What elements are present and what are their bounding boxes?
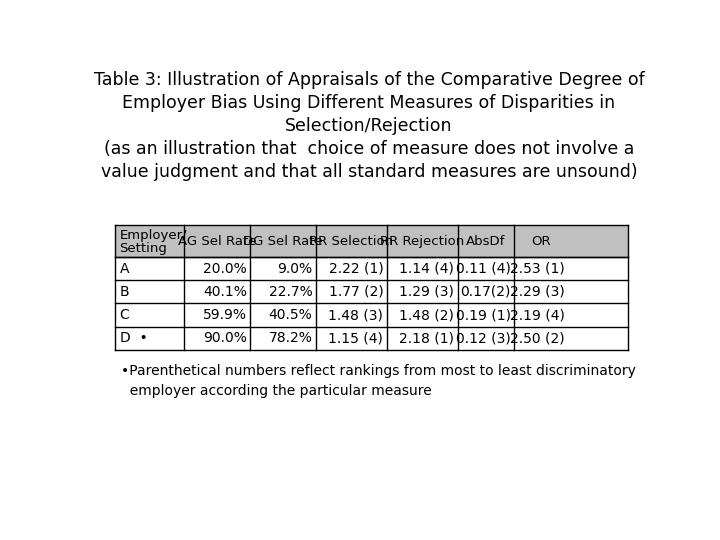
Text: 20.0%: 20.0% xyxy=(203,262,247,276)
Text: 78.2%: 78.2% xyxy=(269,331,312,345)
Text: 90.0%: 90.0% xyxy=(203,331,247,345)
Text: Employer/: Employer/ xyxy=(120,229,187,242)
Bar xyxy=(115,327,629,349)
Text: 40.1%: 40.1% xyxy=(203,285,247,299)
Text: 2.29 (3): 2.29 (3) xyxy=(510,285,564,299)
Text: 59.9%: 59.9% xyxy=(203,308,247,322)
Text: OR: OR xyxy=(531,234,551,248)
Text: RR Rejection: RR Rejection xyxy=(380,234,464,248)
Text: 0.11 (4): 0.11 (4) xyxy=(456,262,510,276)
Text: RR Selection: RR Selection xyxy=(309,234,393,248)
Bar xyxy=(115,225,629,258)
Text: 1.48 (3): 1.48 (3) xyxy=(328,308,383,322)
Bar xyxy=(115,280,629,303)
Text: B: B xyxy=(120,285,129,299)
Bar xyxy=(115,258,629,280)
Text: DG Sel Rate: DG Sel Rate xyxy=(243,234,323,248)
Text: •Parenthetical numbers reflect rankings from most to least discriminatory
  empl: •Parenthetical numbers reflect rankings … xyxy=(121,364,636,397)
Text: D  •: D • xyxy=(120,331,148,345)
Text: 2.18 (1): 2.18 (1) xyxy=(399,331,454,345)
Text: 2.53 (1): 2.53 (1) xyxy=(510,262,564,276)
Text: 2.50 (2): 2.50 (2) xyxy=(510,331,564,345)
Text: 2.19 (4): 2.19 (4) xyxy=(510,308,564,322)
Text: 0.12 (3): 0.12 (3) xyxy=(456,331,510,345)
Text: 1.77 (2): 1.77 (2) xyxy=(328,285,383,299)
Text: 40.5%: 40.5% xyxy=(269,308,312,322)
Text: 22.7%: 22.7% xyxy=(269,285,312,299)
Text: 1.48 (2): 1.48 (2) xyxy=(400,308,454,322)
Text: Setting: Setting xyxy=(120,242,168,255)
Text: 0.17(2): 0.17(2) xyxy=(460,285,510,299)
Text: 2.22 (1): 2.22 (1) xyxy=(328,262,383,276)
Text: A: A xyxy=(120,262,129,276)
Bar xyxy=(115,303,629,327)
Text: Table 3: Illustration of Appraisals of the Comparative Degree of
Employer Bias U: Table 3: Illustration of Appraisals of t… xyxy=(94,71,644,181)
Text: 0.19 (1): 0.19 (1) xyxy=(456,308,510,322)
Text: AbsDf: AbsDf xyxy=(466,234,505,248)
Text: 1.14 (4): 1.14 (4) xyxy=(400,262,454,276)
Text: 1.15 (4): 1.15 (4) xyxy=(328,331,383,345)
Text: 9.0%: 9.0% xyxy=(277,262,312,276)
Text: 1.29 (3): 1.29 (3) xyxy=(400,285,454,299)
Text: C: C xyxy=(120,308,130,322)
Text: AG Sel Rate: AG Sel Rate xyxy=(178,234,256,248)
